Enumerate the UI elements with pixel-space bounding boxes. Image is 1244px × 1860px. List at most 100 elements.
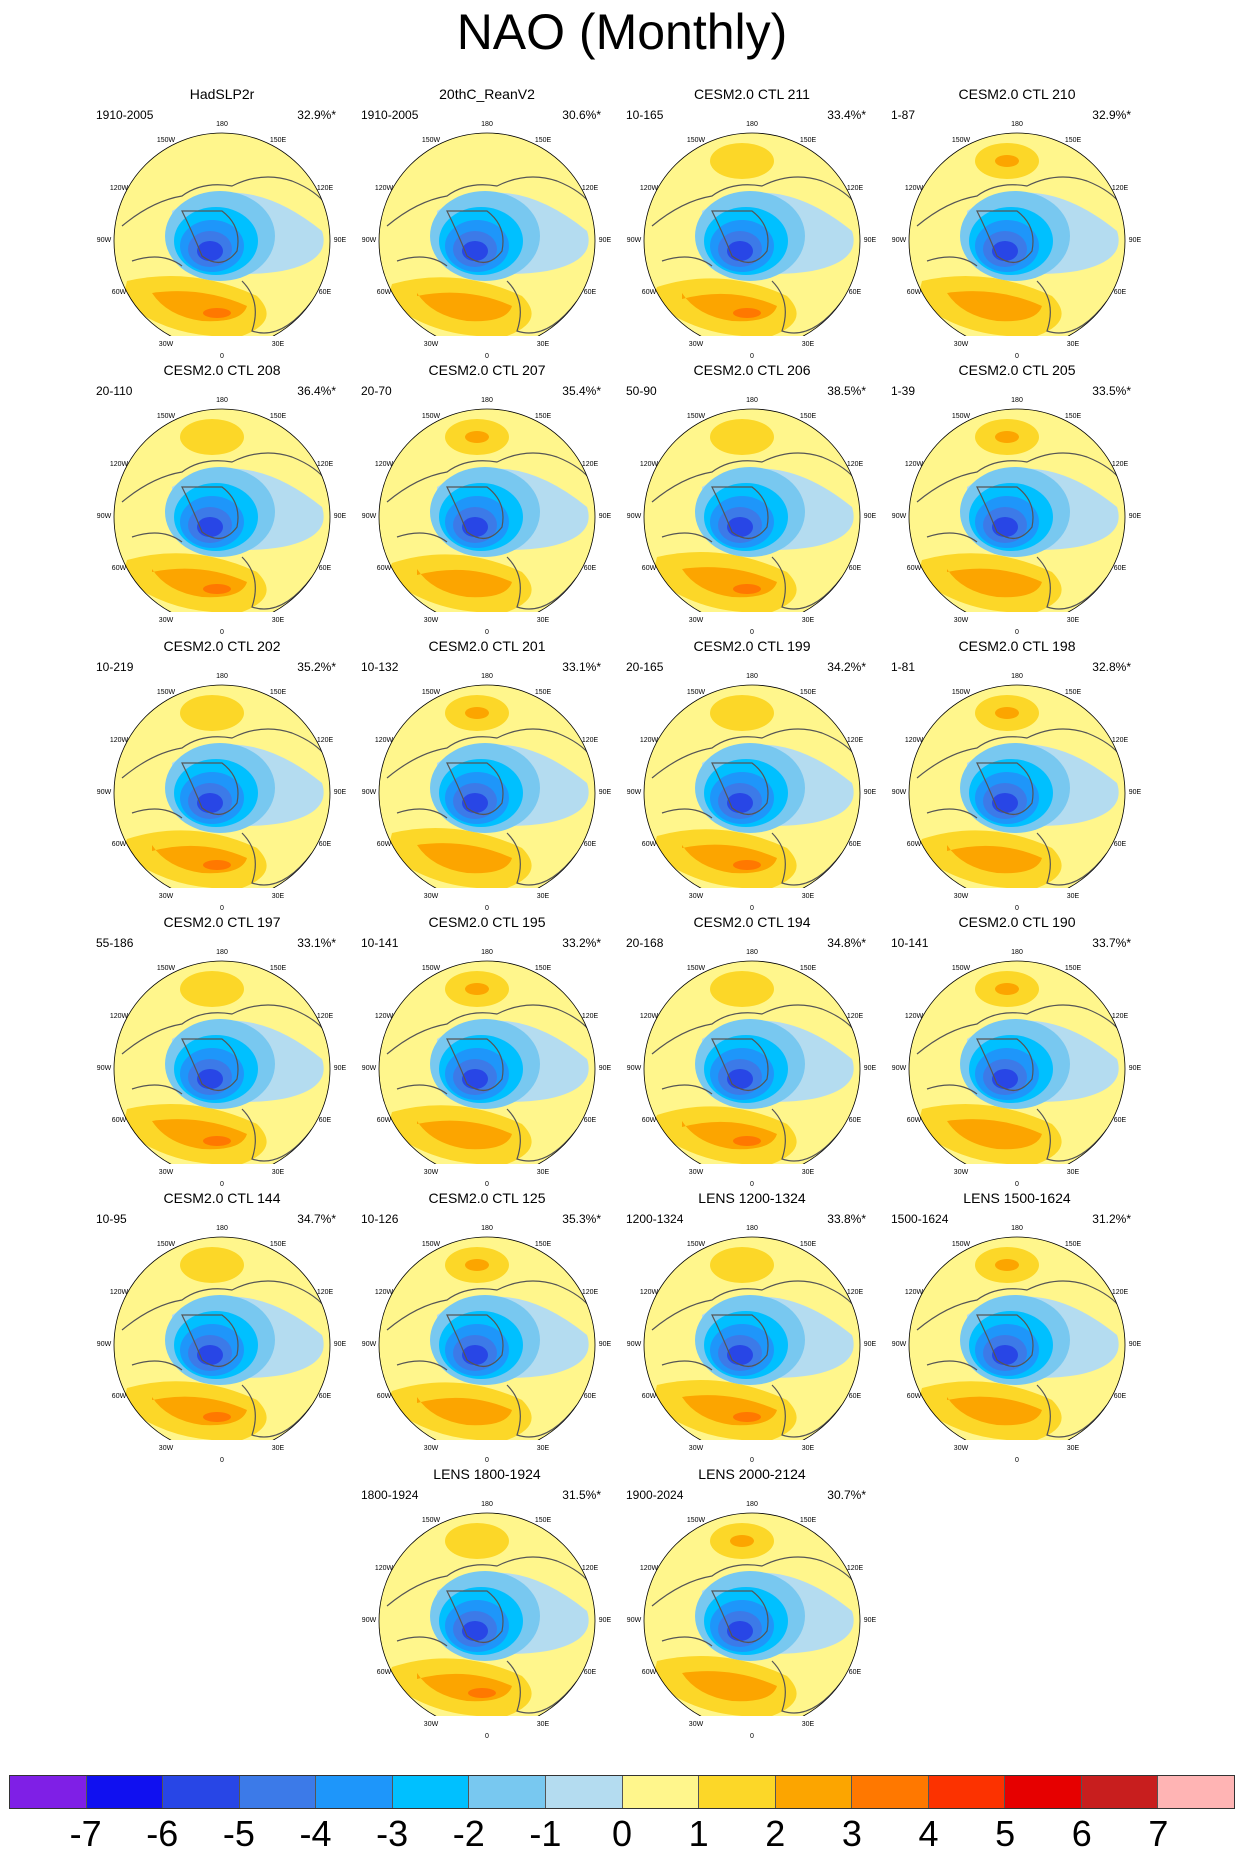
- panel-year-range: 1910-2005: [96, 108, 154, 122]
- panel-variance: 31.5%*: [562, 1488, 601, 1502]
- longitude-tick-label: 30E: [801, 1445, 815, 1452]
- colorbar-box: [163, 1776, 240, 1808]
- longitude-tick-label: 90W: [891, 513, 907, 520]
- longitude-tick-label: 180: [746, 121, 758, 128]
- panel-title: CESM2.0 CTL 206: [693, 362, 811, 378]
- longitude-tick-label: 150E: [269, 689, 287, 696]
- longitude-tick-label: 120W: [639, 1289, 659, 1296]
- longitude-tick-label: 90E: [1128, 1065, 1142, 1072]
- longitude-tick-label: 180: [746, 949, 758, 956]
- longitude-tick-label: 60W: [111, 289, 127, 296]
- longitude-tick-label: 120W: [904, 461, 924, 468]
- panel-year-range: 1800-1924: [361, 1488, 419, 1502]
- longitude-tick-label: 180: [481, 121, 493, 128]
- longitude-tick-label: 30W: [953, 893, 969, 900]
- longitude-tick-label: 120E: [316, 461, 334, 468]
- map-panel: CESM2.0 CTL 197 55-186 33.1%* 180 150W 150E 12…: [92, 914, 352, 1188]
- longitude-tick-label: 150E: [534, 1517, 552, 1524]
- longitude-tick-label: 90W: [361, 789, 377, 796]
- colorbar-tick-label: 7: [1148, 1813, 1169, 1854]
- longitude-tick-label: 180: [746, 1501, 758, 1508]
- longitude-tick-label: 90W: [626, 513, 642, 520]
- longitude-tick-label: 150W: [421, 1517, 441, 1524]
- longitude-tick-label: 180: [216, 673, 228, 680]
- colorbar-box: [86, 1776, 164, 1808]
- longitude-tick-label: 180: [216, 949, 228, 956]
- colorbar-tick-label: -4: [299, 1813, 332, 1854]
- polar-map: [113, 960, 331, 1164]
- panel-variance: 32.9%*: [297, 108, 336, 122]
- longitude-tick-label: 30E: [536, 1169, 550, 1176]
- longitude-tick-label: 60W: [111, 1117, 127, 1124]
- longitude-tick-label: 90W: [891, 789, 907, 796]
- longitude-tick-label: 30E: [536, 1445, 550, 1452]
- map-panel: CESM2.0 CTL 210 1-87 32.9%* 180 150W 150E 120W…: [887, 86, 1147, 360]
- panel-year-range: 10-126: [361, 1212, 399, 1226]
- polar-map: [643, 132, 861, 336]
- map-panel: CESM2.0 CTL 201 10-132 33.1%* 180 150W 150E 12…: [357, 638, 617, 912]
- longitude-tick-label: 60W: [641, 289, 657, 296]
- longitude-tick-label: 150E: [534, 413, 552, 420]
- longitude-tick-label: 30W: [688, 1169, 704, 1176]
- colorbar-labels: -7 -6 -5 -4 -3 -2 -1 0 1 2 3 4 5 6 7: [9, 1812, 1235, 1856]
- colorbar-box: [392, 1776, 470, 1808]
- map-panel: LENS 1200-1324 1200-1324 33.8%* 180 150W 150E…: [622, 1190, 882, 1464]
- longitude-tick-label: 120W: [109, 1013, 129, 1020]
- longitude-tick-label: 150W: [156, 1241, 176, 1248]
- longitude-tick-label: 60E: [1113, 289, 1127, 296]
- colorbar-box: [469, 1776, 546, 1808]
- longitude-tick-label: 30W: [423, 617, 439, 624]
- longitude-tick-label: 120W: [109, 461, 129, 468]
- figure-title: NAO (Monthly): [456, 4, 788, 60]
- panel-variance: 30.6%*: [562, 108, 601, 122]
- polar-map: [643, 684, 861, 888]
- polar-map: [113, 408, 331, 612]
- colorbar-tick-label: 1: [688, 1813, 709, 1854]
- map-panel: HadSLP2r 1910-2005 32.9%* 180 150W 150E 120W 12…: [92, 86, 352, 360]
- map-panel: CESM2.0 CTL 207 20-70 35.4%* 180 150W 150E 120…: [357, 362, 617, 636]
- longitude-tick-label: 0: [750, 905, 754, 912]
- panel-title: CESM2.0 CTL 190: [958, 914, 1076, 930]
- longitude-tick-label: 90E: [598, 237, 612, 244]
- longitude-tick-label: 60E: [848, 1393, 862, 1400]
- longitude-tick-label: 90E: [333, 1065, 347, 1072]
- longitude-tick-label: 180: [1011, 121, 1023, 128]
- longitude-tick-label: 150E: [799, 1241, 817, 1248]
- longitude-tick-label: 120W: [904, 1013, 924, 1020]
- longitude-tick-label: 90E: [863, 513, 877, 520]
- longitude-tick-label: 150E: [269, 137, 287, 144]
- colorbar-tick-label: -5: [222, 1813, 255, 1854]
- polar-map: [908, 132, 1126, 336]
- longitude-tick-label: 0: [1015, 353, 1019, 360]
- longitude-tick-label: 60W: [376, 1117, 392, 1124]
- panel-title: CESM2.0 CTL 195: [428, 914, 546, 930]
- longitude-tick-label: 120E: [846, 1565, 864, 1572]
- panel-year-range: 10-165: [626, 108, 664, 122]
- longitude-tick-label: 120E: [1111, 1289, 1129, 1296]
- panel-title: LENS 2000-2124: [698, 1466, 806, 1482]
- polar-map: [378, 408, 596, 612]
- longitude-tick-label: 120W: [374, 1013, 394, 1020]
- longitude-tick-label: 0: [1015, 1181, 1019, 1188]
- longitude-tick-label: 60E: [848, 1117, 862, 1124]
- longitude-tick-label: 120E: [581, 461, 599, 468]
- panel-variance: 33.1%*: [562, 660, 601, 674]
- longitude-tick-label: 180: [216, 397, 228, 404]
- longitude-tick-label: 90E: [333, 789, 347, 796]
- longitude-tick-label: 0: [750, 1733, 754, 1740]
- longitude-tick-label: 150W: [951, 965, 971, 972]
- longitude-tick-label: 180: [1011, 949, 1023, 956]
- longitude-tick-label: 60W: [376, 565, 392, 572]
- longitude-tick-label: 120E: [1111, 737, 1129, 744]
- longitude-tick-label: 0: [485, 905, 489, 912]
- panel-year-range: 1500-1624: [891, 1212, 949, 1226]
- longitude-tick-label: 150E: [1064, 1241, 1082, 1248]
- panel-year-range: 1910-2005: [361, 108, 419, 122]
- panel-variance: 33.2%*: [562, 936, 601, 950]
- longitude-tick-label: 60E: [583, 565, 597, 572]
- longitude-tick-label: 30E: [536, 341, 550, 348]
- colorbar-box: [10, 1776, 87, 1808]
- longitude-tick-label: 120W: [374, 185, 394, 192]
- longitude-tick-label: 150E: [269, 413, 287, 420]
- longitude-tick-label: 150W: [686, 1517, 706, 1524]
